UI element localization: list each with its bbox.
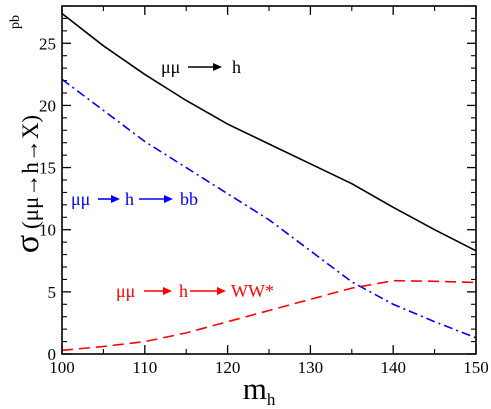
y-tick-label: 15 [39,159,56,178]
annotation-text: μμ [161,57,180,77]
annotation-text: WW* [231,281,274,301]
annotation-2: μμ h WW* [116,281,274,301]
series-line-1 [61,78,477,339]
arrow-head [213,63,222,71]
x-tick-label: 140 [380,358,406,377]
x-tick-label: 130 [298,358,324,377]
y-tick-label: 5 [48,283,57,302]
annotation-text: μμ [71,189,90,209]
annotation-1: μμ h bb [71,189,198,209]
y-tick-label: 20 [39,96,56,115]
series-line-2 [61,279,477,352]
annotation-text: h [179,281,188,301]
annotation-text: h [232,57,241,77]
x-axis-title-main: m [243,371,267,406]
annotation-text: bb [180,189,198,209]
y-tick-label: 0 [48,345,57,364]
tick-labels: 100 110 120 130 140 150 0 5 10 15 20 25 [39,34,489,377]
series-line-0 [61,12,477,252]
x-axis-title: mh [243,371,276,409]
x-axis-title-sub: h [267,390,276,409]
plot-frame [61,5,477,355]
annotation-text: h [125,189,134,209]
x-tick-label: 150 [463,358,489,377]
arrow-head [217,287,226,295]
y-axis-title: σ (μμ→h→X) [9,115,46,253]
process-annotations: μμ h μμ h bb μμ h WW* [71,57,274,301]
y-tick-label: 25 [39,34,56,53]
arrow-head [164,195,173,203]
y-tick-label: 10 [39,221,56,240]
arrow-head [163,287,172,295]
y-axis-title-process: (μμ→h→X) [18,115,43,229]
x-tick-label: 100 [49,358,75,377]
axis-ticks [61,5,477,355]
annotation-text: μμ [116,281,135,301]
y-axis-title-sigma: σ [9,235,46,253]
annotation-0: μμ h [161,57,241,77]
arrow-head [111,195,120,203]
y-axis-unit: pb [8,15,23,29]
x-tick-label: 110 [132,358,157,377]
x-tick-label: 120 [215,358,241,377]
series-lines [61,12,477,352]
